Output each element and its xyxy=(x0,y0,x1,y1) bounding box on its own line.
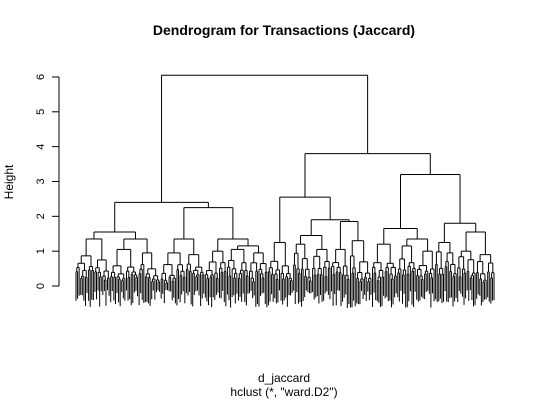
chart-title: Dendrogram for Transactions (Jaccard) xyxy=(153,22,415,38)
dendrogram-branches xyxy=(75,74,495,308)
y-axis-label: Height xyxy=(2,164,16,199)
y-tick-label: 3 xyxy=(35,178,47,184)
y-tick-label: 1 xyxy=(35,248,47,254)
y-tick-label: 4 xyxy=(35,144,47,150)
y-tick-label: 0 xyxy=(35,283,47,289)
y-axis: 0 1 2 3 4 5 6 xyxy=(35,74,60,289)
chart-subtitle: hclust (*, "ward.D2") xyxy=(230,385,337,399)
y-tick-label: 6 xyxy=(35,74,47,80)
x-axis-label: d_jaccard xyxy=(258,371,310,385)
y-tick-label: 2 xyxy=(35,213,47,219)
y-ticks: 0 1 2 3 4 5 6 xyxy=(35,74,59,289)
y-tick-label: 5 xyxy=(35,109,47,115)
